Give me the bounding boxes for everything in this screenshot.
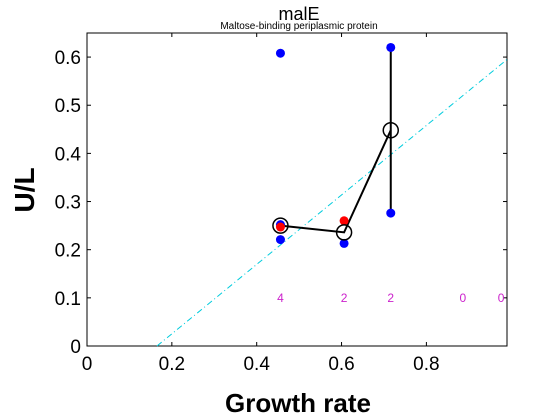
blue-point [339,238,349,248]
y-axis-label: U/L [9,167,40,212]
y-tick-label: 0 [70,337,81,358]
blue-point [386,208,396,218]
red-point [275,222,285,232]
y-tick-label: 0.6 [55,48,81,69]
blue-point [275,48,285,58]
chart-title: malE [278,4,319,24]
y-tick-label: 0.1 [55,289,81,310]
x-axis-label: Growth rate [225,388,371,418]
mean-line [280,129,392,234]
fit-line [156,59,508,347]
axes-box [86,32,508,347]
count-label: 4 [277,291,284,305]
plot-area: 0 0.2 0.4 0.6 0.800.10.20.30.40.50.64 2 2 0 0 [55,32,508,375]
y-tick-label: 0.4 [55,144,82,165]
y-tick-label: 0.5 [55,96,81,117]
mean-marker [272,217,289,234]
blue-point [386,42,396,52]
red-point [339,216,349,226]
y-tick-label: 0.3 [55,193,81,214]
count-label: 0 [460,291,467,305]
x-tick-label: 0.6 [328,354,354,375]
mean-marker [335,224,353,241]
x-tick-label: 0.8 [413,354,439,375]
count-label: 2 [387,291,394,305]
chart-subtitle: Maltose-binding periplasmic protein [220,21,377,32]
x-tick-label: 0.4 [243,354,270,375]
count-label: 2 [341,291,348,305]
count-label: 0 [498,291,505,305]
x-tick-label: 0.2 [159,354,185,375]
mean-marker [382,122,400,139]
y-tick-label: 0.2 [55,241,81,262]
blue-point [275,235,285,245]
x-tick-label: 0 [82,354,93,375]
